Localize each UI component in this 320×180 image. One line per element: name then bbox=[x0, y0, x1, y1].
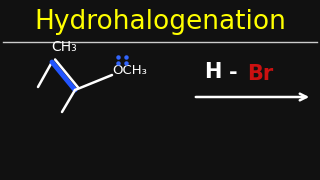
Text: Hydrohalogenation: Hydrohalogenation bbox=[34, 9, 286, 35]
Text: Br: Br bbox=[247, 64, 273, 84]
Text: OCH₃: OCH₃ bbox=[113, 64, 148, 76]
Text: -: - bbox=[229, 63, 237, 83]
Text: H: H bbox=[204, 62, 222, 82]
Text: CH₃: CH₃ bbox=[51, 40, 77, 54]
